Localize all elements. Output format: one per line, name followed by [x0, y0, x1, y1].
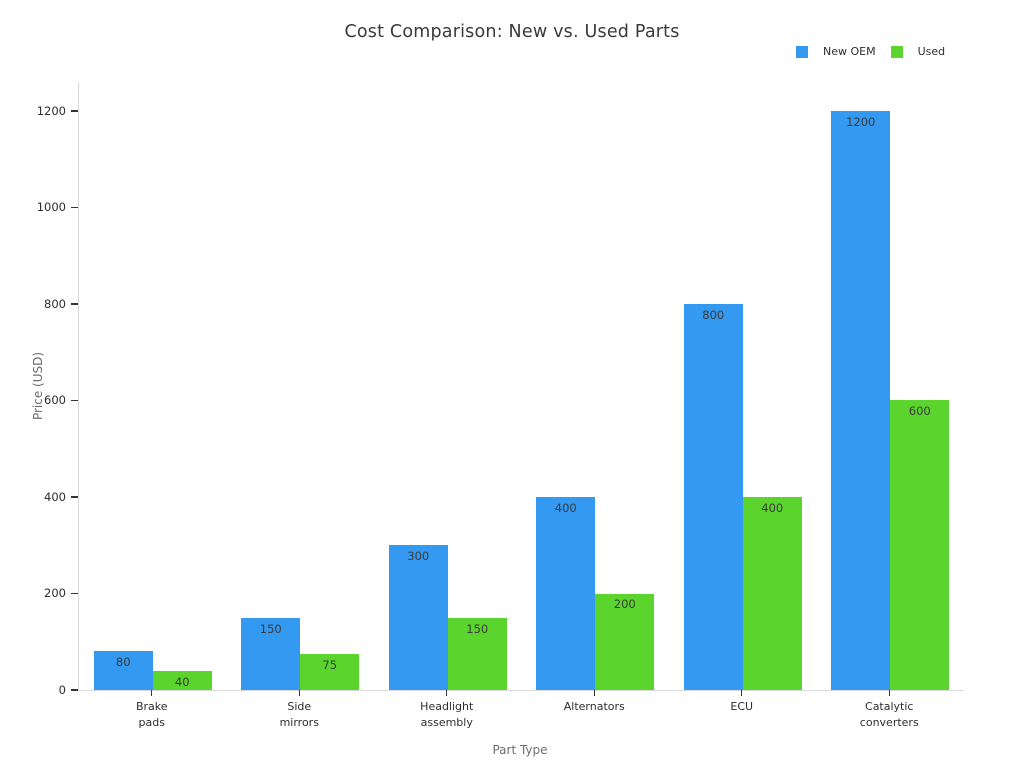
- bar-used: [595, 593, 655, 690]
- x-tick-mark: [741, 690, 743, 696]
- bar-value-label: 800: [702, 307, 725, 322]
- y-tick-mark: [71, 496, 78, 498]
- bar-new-oem: [241, 617, 301, 690]
- y-tick-label: 1200: [36, 103, 66, 118]
- bar-used: [152, 670, 212, 690]
- y-tick-label: 0: [58, 683, 66, 697]
- bar-new-oem: [831, 110, 891, 690]
- bar-new-oem: [388, 545, 448, 690]
- bar-new-oem: [536, 496, 596, 690]
- chart-title: Cost Comparison: New vs. Used Parts: [344, 22, 680, 42]
- bar-value-label: 400: [761, 500, 784, 515]
- bar-value-label: 150: [259, 621, 282, 636]
- bar-new-oem: [93, 651, 153, 690]
- bar-value-label: 80: [115, 655, 131, 670]
- x-tick-mark: [888, 690, 890, 696]
- y-tick-label: 400: [44, 489, 66, 504]
- plot-area: 80 40 150 75 300 150 400 200 800 400 1200 600: [78, 82, 964, 691]
- bar-value-label: 1200: [846, 114, 876, 129]
- x-tick-mark: [593, 690, 595, 696]
- x-tick-label: Brake pads: [135, 700, 168, 729]
- bar-value-label: 600: [908, 404, 931, 419]
- legend-swatch-used-icon: [890, 45, 903, 58]
- bar-value-label: 150: [466, 621, 489, 636]
- y-tick-label: 1000: [36, 200, 66, 215]
- x-tick-label: Alternators: [563, 700, 625, 713]
- x-tick-label: Catalytic converters: [859, 700, 919, 729]
- bar-value-label: 400: [554, 500, 577, 515]
- legend-item-used: Used: [890, 45, 946, 58]
- legend: New OEM Used: [796, 45, 945, 58]
- y-tick-mark: [71, 592, 78, 595]
- bar-used: [742, 496, 802, 690]
- y-axis-title: Price (USD): [31, 351, 45, 421]
- x-tick-mark: [446, 690, 448, 696]
- y-tick-mark: [71, 689, 78, 691]
- y-tick-label: 600: [44, 393, 66, 408]
- bar-value-label: 200: [613, 597, 636, 612]
- bar-value-label: 40: [174, 674, 190, 689]
- x-tick-label: ECU: [730, 700, 754, 713]
- y-tick-label: 200: [44, 586, 66, 601]
- legend-item-new-oem: New OEM: [796, 45, 876, 58]
- x-tick-mark: [298, 690, 300, 696]
- y-tick-mark: [71, 110, 78, 112]
- x-tick-label: Headlight assembly: [420, 700, 474, 729]
- legend-label-used: Used: [917, 45, 946, 58]
- bar-new-oem: [683, 303, 743, 690]
- y-tick-mark: [71, 399, 78, 402]
- bar-value-label: 300: [407, 549, 430, 564]
- x-axis-title: Part Type: [492, 743, 548, 757]
- y-tick-mark: [71, 303, 78, 305]
- y-tick-mark: [71, 206, 78, 209]
- bar-used: [890, 400, 950, 690]
- x-tick-mark: [151, 690, 153, 696]
- legend-swatch-new-oem-icon: [796, 45, 808, 58]
- x-tick-label: Side mirrors: [279, 700, 319, 729]
- legend-label-new-oem: New OEM: [823, 45, 876, 58]
- bar-used: [300, 653, 360, 690]
- bar-used: [447, 617, 507, 690]
- bar-value-label: 75: [322, 657, 338, 672]
- y-tick-label: 800: [44, 296, 66, 311]
